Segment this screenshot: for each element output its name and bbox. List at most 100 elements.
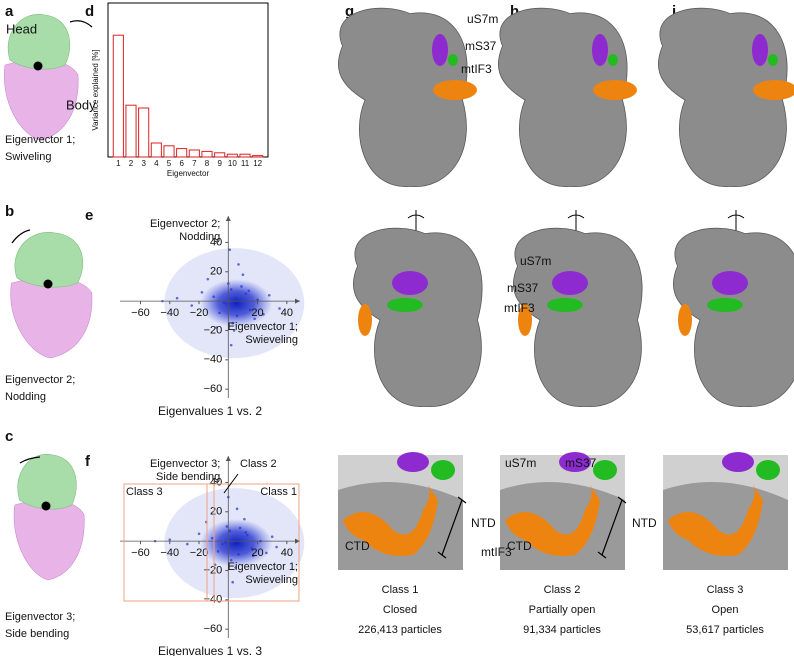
mtif3-label: mtIF3 <box>504 301 535 315</box>
scatter-point <box>232 538 236 541</box>
mtif3-label: mtIF3 <box>461 62 492 76</box>
protein-density <box>593 460 617 480</box>
panel-letter: h <box>510 3 519 20</box>
x-arrow <box>295 538 300 544</box>
rotation-arrow <box>727 210 745 232</box>
pivot-dot <box>43 279 53 289</box>
protein-density <box>593 80 637 100</box>
scatter-point <box>200 291 204 294</box>
mtif3-density <box>343 485 438 556</box>
y-tick-label: −40 <box>204 354 223 366</box>
scatter-point <box>241 273 245 277</box>
bar <box>188 149 200 158</box>
scatter-point <box>231 580 234 584</box>
bar <box>201 150 213 158</box>
protein-density <box>358 304 372 336</box>
protein-density <box>433 80 477 100</box>
ntd-label: NTD <box>471 516 496 530</box>
panel-caption: Eigenvector 2; <box>5 374 75 386</box>
mtif3-density <box>668 485 763 556</box>
panel-caption: Side bending <box>5 628 69 640</box>
panel-letter: d <box>85 3 94 20</box>
scatter-point <box>235 314 239 318</box>
ctd-label: CTD <box>345 539 370 553</box>
protein-density <box>768 54 778 66</box>
x-tick-label: −60 <box>131 547 150 559</box>
scatter-point <box>253 317 256 321</box>
class-caption: Class 1 <box>382 584 419 596</box>
class-caption: Class 3 <box>707 584 744 596</box>
ntd-label: NTD <box>632 516 657 530</box>
protein-density <box>432 34 448 66</box>
x-tick-label: −60 <box>131 307 150 319</box>
y-axis-label: Nodding <box>179 231 220 243</box>
rotation-arrow <box>69 20 93 28</box>
scatter-point <box>210 536 214 540</box>
x-tick-label: 6 <box>179 159 184 168</box>
y-tick-label: −60 <box>204 383 223 395</box>
bar <box>150 142 162 158</box>
x-tick-label: 8 <box>205 159 210 168</box>
x-tick-label: 5 <box>167 159 172 168</box>
class-caption: 226,413 particles <box>358 624 442 636</box>
x-tick-label: 12 <box>253 159 262 168</box>
scatter-point <box>256 298 259 301</box>
bar <box>138 107 150 158</box>
y-tick-label: −60 <box>204 623 223 635</box>
bar <box>226 153 238 158</box>
panel-caption: Eigenvector 3; <box>5 611 75 623</box>
scatter-point <box>278 307 281 310</box>
x-tick-label: 4 <box>154 159 159 168</box>
x-tick-label: 7 <box>192 159 197 168</box>
us7m-label: uS7m <box>520 254 551 268</box>
scatter-point <box>229 558 233 562</box>
bar <box>112 34 124 158</box>
scatter-point <box>238 305 242 309</box>
y-axis-label: Variance explained [%] <box>91 49 100 130</box>
y-tick-label: −40 <box>204 594 223 606</box>
protein-density <box>392 271 428 295</box>
scatter-point <box>228 248 232 252</box>
panel-letter: c <box>5 428 13 445</box>
ntd-bracket <box>597 496 627 559</box>
x-arrow <box>295 298 300 304</box>
scatter-point <box>206 277 210 281</box>
head-density <box>17 454 77 510</box>
protein-density <box>608 54 618 66</box>
scatter-point <box>262 313 265 316</box>
y-axis-label: Eigenvector 2; <box>150 218 220 230</box>
plot-caption: Eigenvalues 1 vs. 2 <box>158 404 262 418</box>
scatter-point <box>238 526 242 530</box>
scatter-point <box>229 288 233 291</box>
y-tick-label: 40 <box>210 236 222 248</box>
scatter-point <box>247 289 251 293</box>
scatter-point <box>225 525 229 528</box>
scatter-point <box>248 308 252 312</box>
scatter-point <box>215 326 218 329</box>
scatter-point <box>190 304 194 307</box>
class-caption: Closed <box>383 604 417 616</box>
x-tick-label: 10 <box>228 159 237 168</box>
scatter-point <box>186 542 189 546</box>
class-caption: 91,334 particles <box>523 624 601 636</box>
protein-density <box>518 304 532 336</box>
plot-caption: Eigenvalues 1 vs. 3 <box>158 644 262 656</box>
y-arrow <box>225 456 231 461</box>
scatter-point <box>175 296 179 300</box>
x-tick-label: 20 <box>251 307 263 319</box>
protein-density <box>756 460 780 480</box>
x-tick-label: −40 <box>160 547 179 559</box>
us7m-label: uS7m <box>467 12 498 26</box>
scatter-point <box>235 507 239 511</box>
protein-density <box>547 298 583 312</box>
scatter-point <box>228 529 232 533</box>
protein-density <box>397 452 429 472</box>
x-axis-label: Eigenvector 1; <box>228 321 298 333</box>
scatter-point <box>218 311 221 315</box>
class-annotation: Class 1 <box>260 486 297 498</box>
scatter-point <box>234 566 237 569</box>
protein-density <box>752 34 768 66</box>
scatter-point <box>224 541 227 544</box>
scatter-point <box>197 532 201 536</box>
